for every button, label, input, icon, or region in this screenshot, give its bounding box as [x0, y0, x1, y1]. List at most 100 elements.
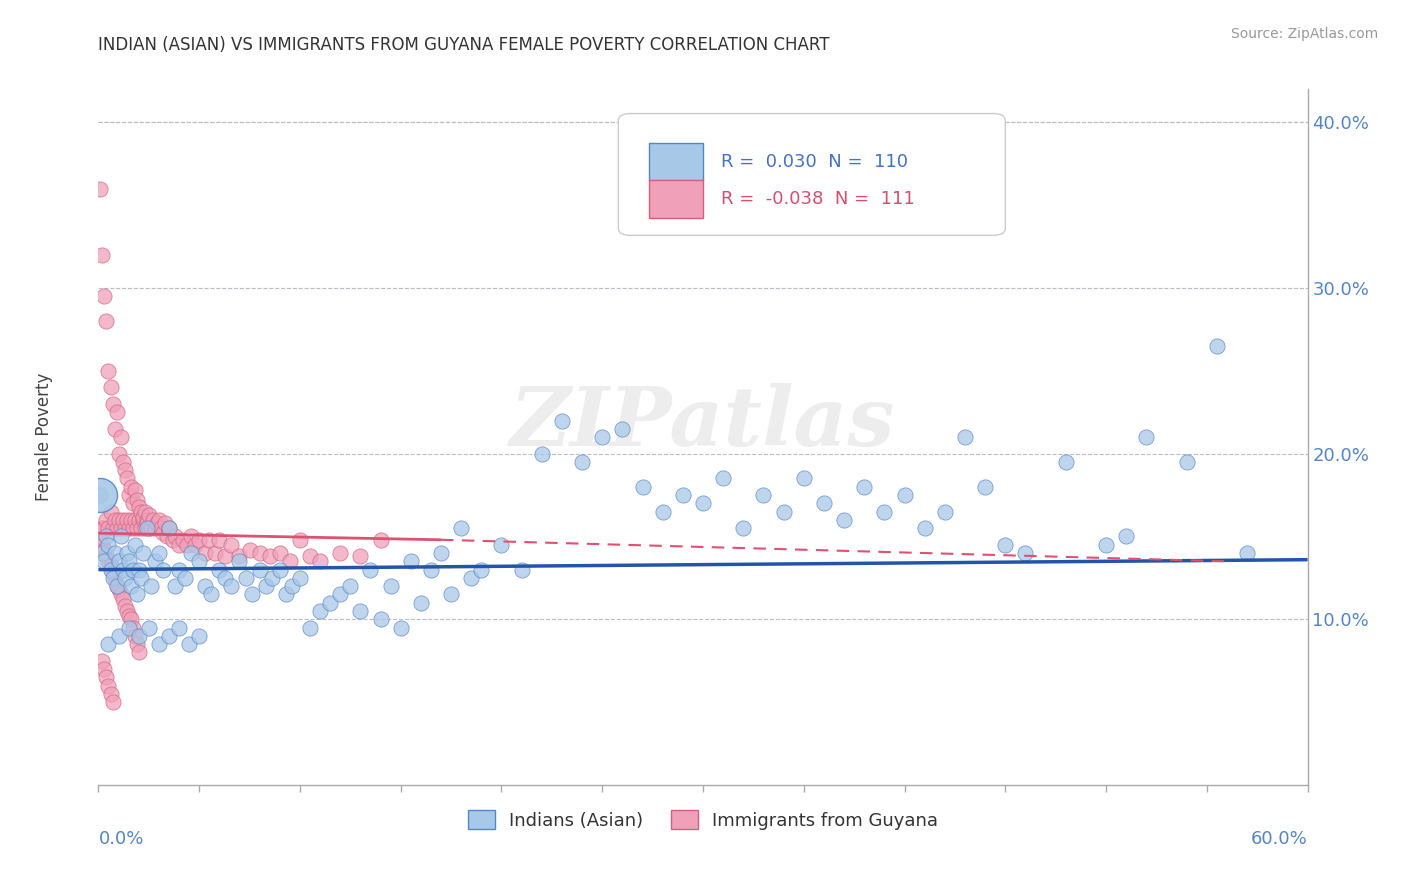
Point	[157, 629, 180, 643]
Point	[128, 629, 150, 643]
Point	[120, 612, 142, 626]
Point	[188, 554, 211, 568]
Point	[110, 521, 132, 535]
Point	[101, 695, 124, 709]
Point	[813, 496, 835, 510]
Point	[134, 505, 156, 519]
Point	[288, 571, 311, 585]
Point	[138, 508, 160, 522]
Point	[128, 513, 150, 527]
Point	[93, 521, 115, 535]
Point	[110, 587, 132, 601]
Point	[138, 521, 160, 535]
Point	[129, 521, 152, 535]
Text: Source: ZipAtlas.com: Source: ZipAtlas.com	[1230, 27, 1378, 41]
Point	[994, 538, 1017, 552]
Point	[101, 566, 124, 580]
Point	[157, 521, 180, 535]
Point	[184, 538, 207, 552]
Point	[128, 645, 150, 659]
Point	[208, 563, 231, 577]
Point	[110, 430, 132, 444]
Point	[204, 546, 226, 560]
Point	[450, 521, 472, 535]
Point	[162, 533, 184, 547]
Point	[360, 563, 382, 577]
Point	[124, 483, 146, 497]
Point	[125, 637, 148, 651]
Point	[114, 599, 136, 613]
Point	[221, 538, 243, 552]
Point	[125, 587, 148, 601]
Point	[269, 546, 291, 560]
Point	[107, 447, 129, 461]
Point	[157, 521, 180, 535]
Point	[772, 505, 794, 519]
Point	[128, 500, 150, 514]
Point	[134, 521, 156, 535]
Point	[121, 563, 143, 577]
Point	[221, 579, 243, 593]
Point	[278, 554, 301, 568]
Text: R =  0.030  N =  110: R = 0.030 N = 110	[721, 153, 908, 171]
Point	[934, 505, 956, 519]
Point	[125, 521, 148, 535]
Point	[111, 513, 134, 527]
Point	[167, 538, 190, 552]
Point	[281, 579, 304, 593]
Point	[198, 533, 221, 547]
FancyBboxPatch shape	[619, 113, 1005, 235]
Point	[111, 455, 134, 469]
Point	[793, 471, 815, 485]
Point	[1054, 455, 1077, 469]
Point	[389, 621, 412, 635]
Point	[510, 563, 533, 577]
Point	[115, 546, 138, 560]
Point	[107, 582, 129, 597]
Point	[299, 549, 322, 564]
Point	[228, 554, 250, 568]
Point	[914, 521, 936, 535]
Point	[339, 579, 361, 593]
Point	[142, 513, 165, 527]
Text: Female Poverty: Female Poverty	[35, 373, 53, 501]
Point	[188, 629, 211, 643]
Point	[152, 526, 174, 541]
Point	[853, 480, 876, 494]
Point	[974, 480, 997, 494]
Point	[153, 516, 176, 531]
Point	[91, 248, 114, 262]
Point	[124, 538, 146, 552]
Point	[132, 513, 155, 527]
Point	[399, 554, 422, 568]
Point	[370, 612, 392, 626]
Point	[89, 533, 111, 547]
Point	[111, 563, 134, 577]
Point	[121, 496, 143, 510]
Point	[93, 662, 115, 676]
Point	[139, 579, 162, 593]
Point	[239, 542, 262, 557]
Point	[118, 521, 141, 535]
Point	[733, 521, 755, 535]
Point	[143, 554, 166, 568]
Point	[114, 571, 136, 585]
Point	[132, 546, 155, 560]
Point	[97, 521, 120, 535]
Point	[129, 571, 152, 585]
Point	[430, 546, 453, 560]
Point	[97, 538, 120, 552]
Text: ZIPatlas: ZIPatlas	[510, 384, 896, 463]
Point	[274, 587, 297, 601]
Point	[105, 521, 128, 535]
Point	[180, 546, 202, 560]
Point	[118, 609, 141, 624]
Point	[832, 513, 855, 527]
Point	[299, 621, 322, 635]
Point	[97, 637, 120, 651]
Point	[420, 563, 443, 577]
Point	[93, 289, 115, 303]
Point	[591, 430, 613, 444]
Point	[370, 533, 392, 547]
Point	[132, 509, 155, 524]
